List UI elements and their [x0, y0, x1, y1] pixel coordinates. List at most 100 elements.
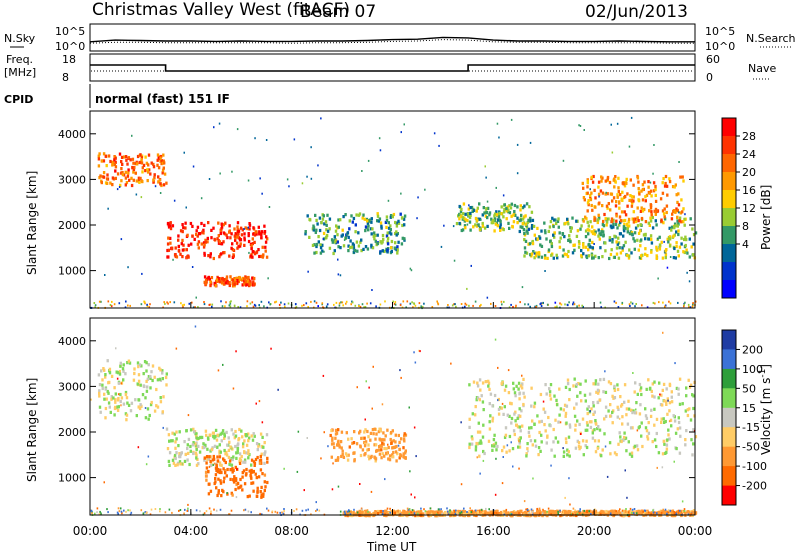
scatter-cell — [650, 237, 653, 241]
scatter-cell — [519, 384, 523, 388]
scatter-cell — [364, 229, 367, 233]
scatter-cell — [213, 462, 216, 465]
scatter-cell — [248, 494, 251, 498]
velocity-data-layer — [90, 325, 698, 518]
scatter-cell — [670, 228, 673, 232]
scatter-cell — [156, 158, 159, 162]
scatter-cell — [337, 428, 340, 432]
scatter-cell — [234, 232, 237, 236]
time-tick-label: 04:00 — [174, 524, 209, 538]
scatter-cell — [585, 255, 589, 260]
scatter-cell — [632, 183, 635, 187]
scatter-cell — [120, 155, 124, 159]
colorbar-tick-label: -100 — [742, 460, 767, 473]
scatter-cell — [614, 204, 618, 208]
scatter-cell — [601, 255, 604, 259]
scatter-cell — [398, 510, 401, 514]
scatter-cell — [351, 441, 354, 445]
scatter-cell — [228, 304, 231, 307]
scatter-cell — [257, 444, 260, 448]
scatter-cell — [586, 209, 589, 213]
scatter-cell — [159, 192, 162, 194]
time-tick-label: 16:00 — [476, 524, 511, 538]
scatter-cell — [508, 434, 512, 439]
scatter-cell — [536, 251, 539, 255]
scatter-cell — [446, 507, 448, 510]
scatter-cell — [180, 242, 183, 246]
scatter-cell — [487, 381, 491, 385]
scatter-cell — [488, 211, 492, 215]
scatter-cell — [260, 485, 263, 489]
scatter-cell — [338, 445, 341, 449]
scatter-cell — [539, 243, 542, 247]
scatter-cell — [666, 397, 669, 401]
scatter-cell — [304, 230, 307, 234]
scatter-cell — [101, 383, 104, 387]
scatter-cell — [437, 508, 440, 511]
colorbar-tick-label: 20 — [742, 166, 756, 179]
scatter-cell — [470, 205, 474, 210]
scatter-cell — [97, 154, 100, 158]
scatter-cell — [505, 450, 508, 454]
scatter-cell — [510, 402, 513, 406]
scatter-cell — [644, 407, 647, 411]
scatter-cell — [124, 372, 127, 376]
scatter-cell — [111, 300, 113, 303]
scatter-cell — [231, 447, 234, 451]
scatter-cell — [181, 255, 184, 259]
scatter-cell — [590, 203, 593, 208]
scatter-cell — [431, 306, 434, 308]
scatter-cell — [329, 433, 332, 438]
scatter-cell — [635, 510, 639, 514]
scatter-cell — [644, 414, 648, 418]
colorbar-tick-label: 16 — [742, 184, 756, 197]
scatter-cell — [523, 238, 526, 242]
scatter-cell — [408, 406, 410, 409]
scatter-cell — [616, 383, 619, 387]
scatter-cell — [255, 402, 257, 405]
scatter-cell — [634, 226, 638, 230]
scatter-cell — [101, 378, 104, 382]
scatter-cell — [684, 438, 687, 442]
scatter-cell — [255, 250, 259, 254]
scatter-cell — [460, 214, 463, 218]
scatter-cell — [108, 371, 112, 375]
scatter-cell — [570, 513, 573, 516]
scatter-cell — [468, 304, 470, 307]
scatter-cell — [216, 433, 219, 437]
scatter-cell — [502, 456, 504, 458]
scatter-cell — [367, 219, 371, 223]
scatter-cell — [588, 228, 591, 232]
scatter-cell — [320, 457, 322, 460]
scatter-cell — [628, 248, 631, 252]
scatter-cell — [664, 419, 667, 424]
scatter-cell — [554, 418, 557, 422]
scatter-cell — [585, 509, 588, 513]
scatter-cell — [371, 246, 375, 250]
scatter-cell — [497, 399, 499, 402]
scatter-cell — [404, 449, 407, 453]
scatter-cell — [380, 224, 383, 228]
scatter-cell — [588, 420, 592, 424]
scatter-cell — [597, 439, 600, 443]
colorbar-tick-label: 4 — [742, 238, 749, 251]
scatter-cell — [209, 463, 212, 468]
time-axis-label: Time UT — [366, 540, 417, 554]
scatter-cell — [527, 512, 529, 514]
scatter-cell — [594, 254, 597, 258]
scatter-cell — [409, 267, 412, 270]
scatter-cell — [593, 188, 596, 192]
scatter-cell — [495, 457, 497, 460]
scatter-cell — [628, 145, 631, 148]
scatter-cell — [205, 433, 208, 437]
scatter-cell — [159, 508, 161, 510]
scatter-cell — [154, 185, 157, 188]
scatter-cell — [152, 180, 155, 184]
scatter-cell — [383, 438, 386, 442]
scatter-cell — [376, 242, 380, 246]
scatter-cell — [590, 407, 593, 411]
scatter-cell — [487, 512, 490, 516]
scatter-cell — [594, 509, 598, 513]
scatter-cell — [650, 512, 652, 515]
scatter-cell — [468, 417, 471, 421]
